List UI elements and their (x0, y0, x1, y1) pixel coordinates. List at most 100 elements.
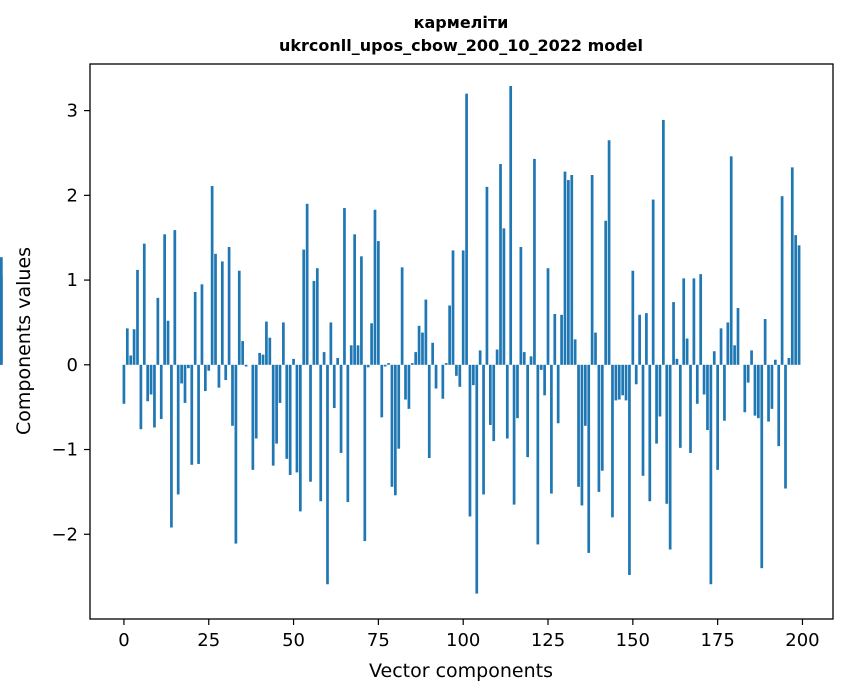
bar (485, 186, 489, 365)
bar (407, 364, 411, 409)
bar (305, 203, 309, 365)
bar (136, 269, 139, 365)
chart-subtitle: ukrconll_upos_cbow_200_10_2022 model (279, 36, 643, 55)
bar (451, 250, 455, 365)
x-tick-label: 75 (367, 630, 390, 651)
y-tick-label: 0 (67, 355, 78, 376)
bar (404, 364, 407, 400)
bar (224, 364, 228, 381)
bar (770, 364, 774, 409)
bar (268, 337, 272, 365)
bar (767, 364, 770, 422)
bar (634, 364, 638, 385)
bar (482, 364, 485, 495)
bar (526, 364, 530, 458)
bar (187, 364, 190, 369)
bar (631, 270, 635, 365)
bar (478, 350, 482, 365)
bar (234, 364, 238, 544)
y-tick-label: 1 (67, 270, 78, 291)
bar (587, 364, 591, 553)
bar (468, 364, 472, 517)
bar (505, 364, 509, 439)
bar (536, 364, 540, 545)
bar (292, 358, 295, 365)
bar (628, 364, 631, 575)
bar (0, 257, 3, 365)
bar (214, 253, 217, 365)
bar (139, 364, 143, 430)
bar (658, 364, 662, 417)
bar (784, 364, 787, 489)
bar (163, 234, 166, 365)
bar (757, 364, 760, 419)
bar (282, 322, 285, 365)
bar (689, 364, 692, 453)
bar (353, 234, 356, 365)
x-tick-label: 200 (785, 630, 819, 651)
bar (723, 364, 726, 421)
bar (777, 364, 781, 447)
bar (173, 230, 177, 365)
bar (312, 280, 316, 365)
bar (159, 364, 163, 420)
bar (207, 364, 211, 371)
bar (258, 352, 261, 365)
bar (580, 364, 584, 506)
x-tick-label: 150 (616, 630, 650, 651)
bar (624, 364, 628, 401)
bar (509, 86, 513, 365)
bar (166, 320, 170, 365)
bar (716, 364, 719, 470)
bar (170, 364, 173, 528)
bar (142, 243, 146, 365)
bar (472, 364, 475, 386)
bar (787, 358, 791, 365)
bar (441, 364, 445, 399)
bar (458, 364, 462, 387)
bar (424, 299, 428, 365)
bar (597, 364, 601, 492)
bar (285, 364, 289, 459)
bar (288, 364, 292, 475)
bar (519, 247, 523, 365)
bar (231, 364, 234, 426)
bar (695, 364, 699, 404)
bar (180, 364, 183, 384)
bar (346, 364, 350, 503)
bar (217, 364, 221, 388)
bar (339, 364, 343, 453)
y-tick-label: 2 (67, 185, 78, 206)
bar (241, 341, 245, 365)
bar (492, 364, 496, 442)
bar (682, 278, 686, 365)
y-axis-label: Components values (13, 247, 35, 435)
bar (706, 364, 709, 431)
bar (475, 364, 479, 594)
bar (512, 364, 516, 505)
bar (302, 249, 306, 365)
bar (237, 270, 241, 365)
bar (577, 364, 580, 487)
bar (125, 328, 129, 365)
bar (641, 364, 645, 476)
bar (383, 364, 387, 367)
bar (393, 364, 397, 496)
x-axis-ticks: 0 25 50 75 100 125 150 175 200 (118, 619, 820, 651)
bar (668, 364, 672, 550)
bar (153, 364, 156, 428)
bar (529, 356, 533, 365)
bar (773, 359, 777, 365)
bar (200, 284, 204, 365)
bar (678, 364, 682, 448)
bar (377, 241, 380, 365)
bar (607, 140, 611, 365)
bar (719, 328, 723, 365)
bar (712, 351, 716, 365)
bar (790, 167, 794, 365)
bar (356, 345, 360, 365)
bar (743, 364, 747, 413)
bar (244, 364, 248, 367)
bar (546, 268, 550, 365)
bar (665, 364, 669, 504)
